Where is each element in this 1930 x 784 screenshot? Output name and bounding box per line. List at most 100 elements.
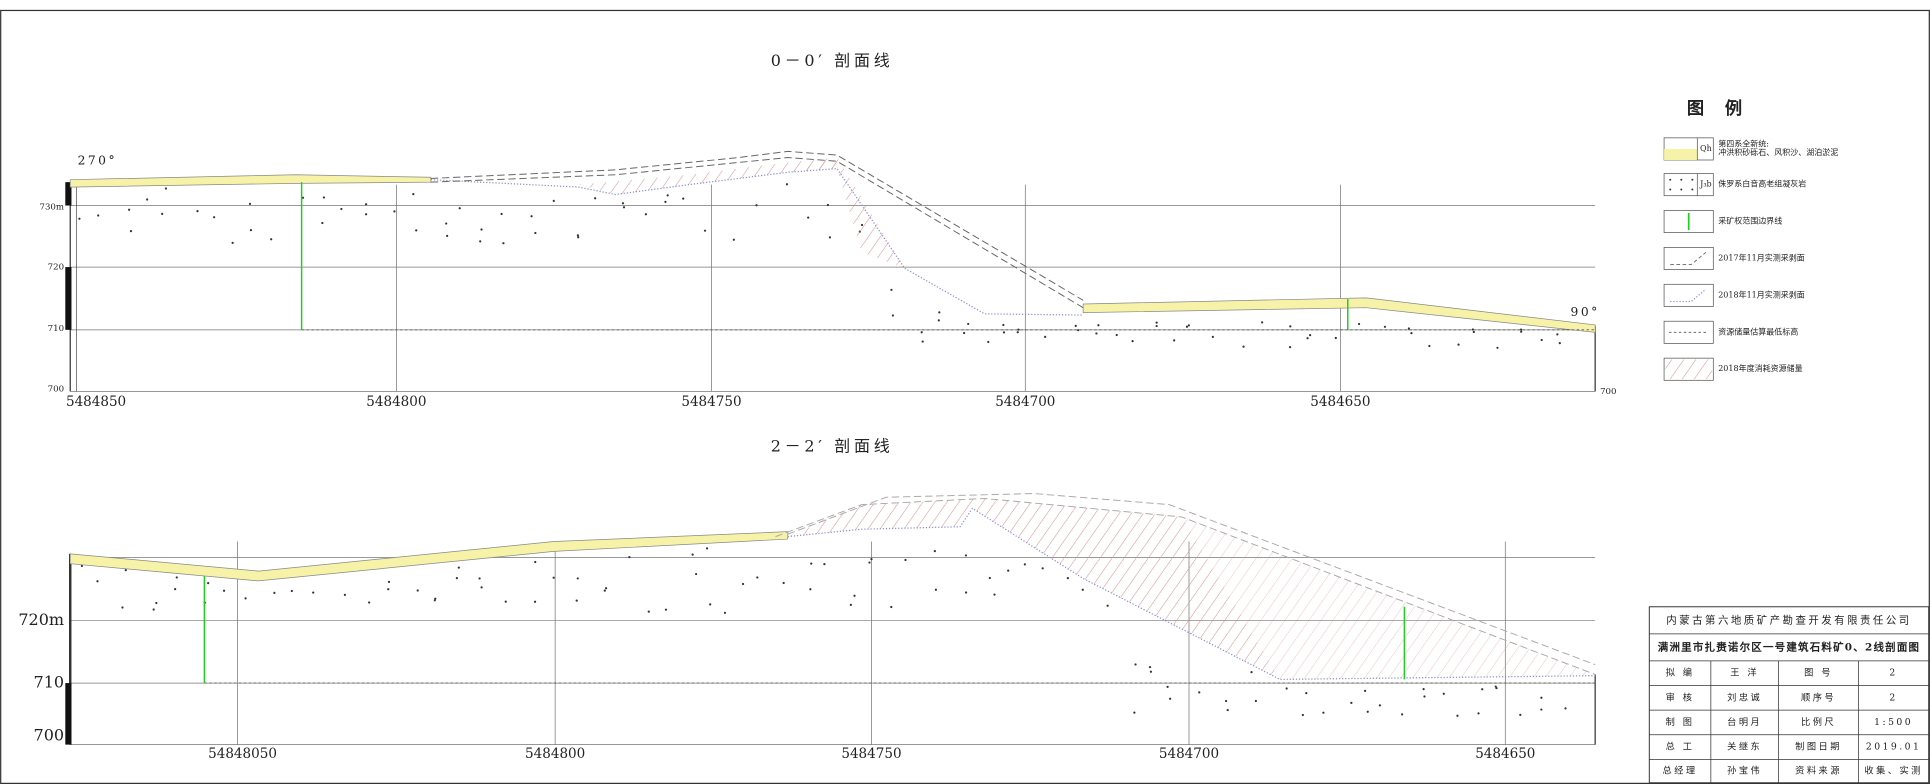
rock-dot — [1077, 329, 1079, 331]
y-label: 720 — [48, 263, 64, 273]
rock-dot — [1133, 712, 1135, 714]
rock-dot — [1456, 715, 1458, 717]
rock-dot — [1423, 695, 1425, 697]
table-cell: 孙宝伟 — [1727, 765, 1762, 777]
rock-dot — [1541, 339, 1543, 341]
rock-dot — [365, 213, 367, 215]
table-cell: 刘忠诚 — [1727, 691, 1762, 703]
quaternary — [70, 532, 788, 581]
rock-dot — [1131, 340, 1133, 342]
rock-dot — [576, 599, 578, 601]
surface-2017 — [431, 158, 1083, 308]
rock-dot — [1002, 324, 1004, 326]
legend-box — [1664, 284, 1713, 306]
legend-label: 第四系全新统: — [1718, 139, 1769, 149]
rock-dot — [146, 198, 148, 200]
table-cell: 制图日期 — [1795, 741, 1842, 753]
rock-dot — [742, 583, 744, 585]
drawing: 0－0′ 剖面线270°90°730m720710700700548485054… — [0, 0, 1930, 784]
section-title: 0－0′ 剖面线 — [771, 51, 894, 70]
rock-dot — [1423, 688, 1425, 690]
rock-dot — [993, 593, 995, 595]
rock-dot — [530, 215, 532, 217]
rock-dot — [695, 573, 697, 575]
rock-dot — [479, 240, 481, 242]
rock-dot — [1691, 189, 1693, 191]
rock-dot — [1116, 334, 1118, 336]
rock-dot — [1309, 334, 1311, 336]
rock-dot — [667, 194, 669, 196]
page: {"sections":[ {"title":"0－0′ 剖面线","left_… — [0, 0, 1930, 784]
rock-dot — [1540, 708, 1542, 710]
rock-dot — [165, 187, 167, 189]
legend-symbol: J₃b — [1699, 180, 1712, 189]
rock-dot — [623, 206, 625, 208]
rock-dot — [505, 600, 507, 602]
quaternary — [70, 175, 431, 187]
legend-label: 侏罗系白音高老组凝灰岩 — [1718, 179, 1806, 189]
rock-dot — [368, 601, 370, 603]
rock-dot — [1017, 331, 1019, 333]
rock-dot — [645, 213, 647, 215]
rock-dot — [121, 606, 123, 608]
rock-dot — [249, 203, 251, 205]
x-label: 5484650 — [1475, 746, 1535, 762]
rock-dot — [594, 197, 596, 199]
rock-dot — [244, 597, 246, 599]
x-label: 5484700 — [995, 394, 1055, 410]
rock-dot — [967, 323, 969, 325]
rock-dot — [1669, 179, 1671, 181]
rock-dot — [321, 222, 323, 224]
rock-dot — [1155, 325, 1157, 327]
rock-dot — [1364, 690, 1366, 692]
consumed-area — [788, 498, 1280, 679]
rock-dot — [1457, 344, 1459, 346]
rock-dot — [393, 210, 395, 212]
rock-dot — [340, 208, 342, 210]
rock-dot — [312, 591, 314, 593]
rock-dot — [1212, 336, 1214, 338]
rock-dot — [96, 580, 98, 582]
rock-dot — [1107, 605, 1109, 607]
scale-bar — [65, 683, 71, 745]
rock-dot — [553, 577, 555, 579]
y-label: 710 — [48, 324, 64, 334]
rock-dot — [823, 563, 825, 565]
rock-dot — [130, 230, 132, 232]
rock-dot — [1379, 704, 1381, 706]
legend-label: 2018年度消耗资源储量 — [1718, 363, 1802, 373]
rock-dot — [1302, 714, 1304, 716]
rock-dot — [417, 589, 419, 591]
table-cell: 顺序号 — [1801, 691, 1836, 703]
rock-dot — [196, 210, 198, 212]
rock-dot — [459, 207, 461, 209]
rock-dot — [174, 588, 176, 590]
rock-dot — [1401, 713, 1403, 715]
rock-dot — [577, 577, 579, 579]
rock-dot — [1150, 671, 1152, 673]
rock-dot — [387, 588, 389, 590]
rock-dot — [478, 577, 480, 579]
direction: 90° — [1571, 305, 1600, 319]
rock-dot — [1007, 569, 1009, 571]
section-title: 2－2′ 剖面线 — [771, 436, 894, 455]
rock-dot — [534, 561, 536, 563]
y-label: 730m — [39, 202, 64, 212]
rock-dot — [1350, 702, 1352, 704]
legend-label: 采矿权范围边界线 — [1718, 216, 1782, 226]
rock-dot — [809, 588, 811, 590]
rock-dot — [1186, 326, 1188, 328]
legend-box — [1664, 247, 1713, 269]
x-label: 5484650 — [1310, 394, 1370, 410]
rock-dot — [938, 319, 940, 321]
rock-dot — [1225, 700, 1227, 702]
rock-dot — [1306, 337, 1308, 339]
rock-dot — [1335, 337, 1337, 339]
rock-dot — [1520, 331, 1522, 333]
rock-dot — [456, 577, 458, 579]
legend-title: 图 例 — [1687, 98, 1750, 119]
rock-dot — [938, 311, 940, 313]
consumed-area — [788, 158, 905, 269]
consumed-area — [579, 158, 837, 195]
rock-dot — [125, 569, 127, 571]
